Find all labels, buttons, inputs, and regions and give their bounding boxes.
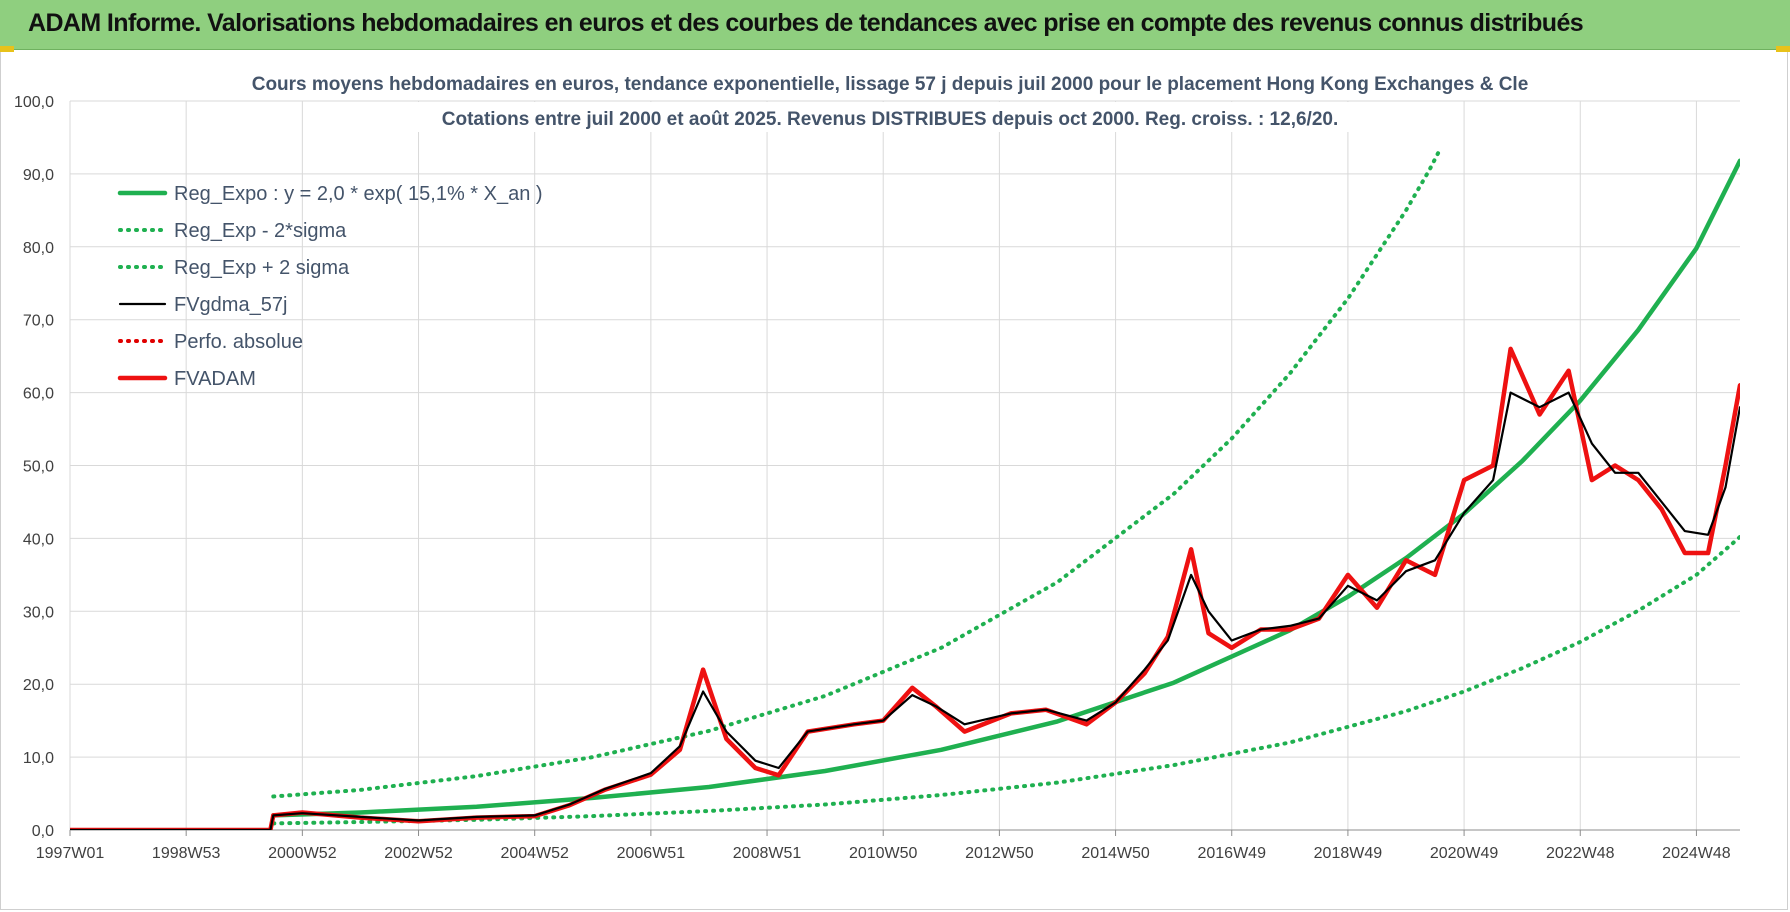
y-tick-label: 30,0: [23, 604, 54, 621]
y-tick-label: 40,0: [23, 531, 54, 548]
corner-marker: [1776, 46, 1790, 52]
legend-label: Reg_Expo : y = 2,0 * exp( 15,1% * X_an ): [174, 183, 543, 205]
x-tick-label: 2006W51: [617, 845, 686, 862]
y-tick-label: 90,0: [23, 167, 54, 184]
upper-sigma-line: [271, 145, 1443, 799]
banner-title: ADAM Informe. Valorisations hebdomadaire…: [28, 9, 1584, 37]
y-tick-label: 10,0: [23, 750, 54, 767]
y-tick-label: 70,0: [23, 313, 54, 330]
x-tick-label: 1998W53: [152, 845, 221, 862]
legend-label: Reg_Exp - 2*sigma: [174, 220, 347, 242]
series-lines: [70, 145, 1740, 830]
lower-sigma-line: [271, 534, 1740, 826]
y-tick-label: 50,0: [23, 459, 54, 476]
y-axis-ticks: 0,0 10,0 20,0 30,0 40,0 50,0 60,0 70,0 80,0 90,0 1…: [14, 94, 54, 840]
y-tick-label: 60,0: [23, 386, 54, 403]
trend-line: [271, 158, 1740, 818]
x-tick-label: 2012W50: [965, 845, 1034, 862]
moving-average-line: [70, 391, 1740, 830]
y-tick-label: 80,0: [23, 240, 54, 257]
legend: Reg_Expo : y = 2,0 * exp( 15,1% * X_an )…: [117, 183, 543, 390]
x-tick-label: 2002W52: [384, 845, 453, 862]
x-tick-label: 2000W52: [268, 845, 337, 862]
y-tick-label: 0,0: [32, 823, 54, 840]
line-chart: 0,0 10,0 20,0 30,0 40,0 50,0 60,0 70,0 80,0 90,0 1…: [14, 64, 1740, 862]
legend-label: FVADAM: [174, 368, 256, 390]
x-tick-label: 2018W49: [1314, 845, 1383, 862]
gridlines: [69, 100, 1740, 836]
header-banner: ADAM Informe. Valorisations hebdomadaire…: [0, 0, 1790, 50]
x-tick-label: 2014W50: [1081, 845, 1150, 862]
corner-marker: [0, 46, 14, 52]
x-tick-label: 2004W52: [500, 845, 569, 862]
x-axis-ticks: 1997W01 1998W53 2000W52 2002W52 2004W52 2006W…: [36, 845, 1731, 862]
x-tick-label: 2024W48: [1662, 845, 1731, 862]
x-tick-label: 2020W49: [1430, 845, 1499, 862]
subtitle-backdrop: [415, 102, 1365, 132]
y-tick-label: 20,0: [23, 677, 54, 694]
x-tick-label: 1997W01: [36, 845, 105, 862]
x-tick-label: 2022W48: [1546, 845, 1615, 862]
x-tick-label: 2008W51: [733, 845, 802, 862]
chart-subtitle: Cotations entre juil 2000 et août 2025. …: [442, 109, 1338, 130]
legend-label: FVgdma_57j: [174, 294, 287, 316]
x-tick-label: 2010W50: [849, 845, 918, 862]
legend-label: Reg_Exp + 2 sigma: [174, 257, 350, 279]
x-tick-label: 2016W49: [1197, 845, 1266, 862]
legend-label: Perfo. absolue: [174, 331, 303, 353]
title-backdrop: [220, 64, 1560, 98]
chart-title: Cours moyens hebdomadaires en euros, ten…: [252, 74, 1529, 95]
y-tick-label: 100,0: [14, 94, 54, 111]
